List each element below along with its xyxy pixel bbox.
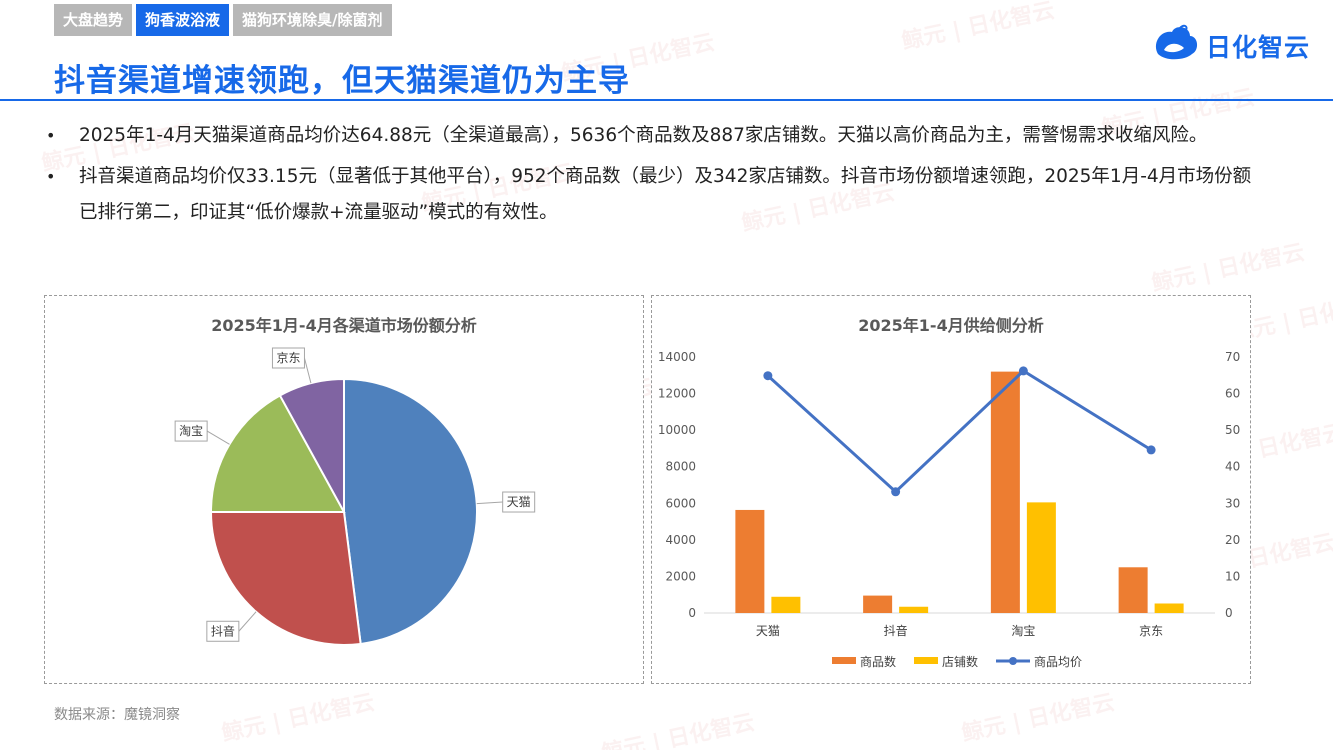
bar [771, 596, 801, 613]
watermark-text: 鲸元 | 日化智云 [899, 0, 1057, 55]
y-left-tick-label: 8000 [665, 460, 696, 474]
insight-text: 2025年1-4月天猫渠道商品均价达64.88元（全渠道最高），5636个商品数… [79, 125, 1208, 146]
insight-list: • 2025年1-4月天猫渠道商品均价达64.88元（全渠道最高），5636个商品… [46, 118, 1266, 236]
y-right-tick-label: 30 [1225, 496, 1240, 510]
y-right-tick-label: 70 [1225, 350, 1240, 364]
cloud-whale-icon [1155, 24, 1198, 60]
supply-chart-panel: 2025年1-4月供给侧分析 0 2000 4000 6000 8000 10000 120… [651, 295, 1251, 684]
x-tick-label: 抖音 [884, 623, 908, 638]
list-item: • 抖音渠道商品均价仅33.15元（显著低于其他平台），952个商品数（最少）及3… [46, 159, 1266, 231]
x-tick-label: 天猫 [756, 624, 780, 638]
watermark-text: 鲸元 | 日化智云 [599, 710, 757, 750]
market-share-chart-panel: 2025年1月-4月各渠道市场份额分析 天猫抖音 淘宝 京东 [44, 295, 644, 684]
brand-logo: 日化智云 [1150, 20, 1310, 72]
pie-slice [209, 511, 362, 646]
bar [899, 606, 929, 613]
logo-text: 日化智云 [1206, 33, 1311, 62]
y-right-tick-label: 60 [1225, 387, 1240, 401]
title-divider [0, 99, 1333, 101]
watermark-text: 鲸元 | 日化智云 [959, 690, 1117, 747]
bar [863, 595, 893, 613]
pie-slice [209, 394, 346, 513]
top-tabs: 大盘趋势 狗香波浴液 猫狗环境除臭/除菌剂 [54, 4, 392, 36]
y-right-tick-label: 20 [1225, 533, 1240, 547]
y-right-tick-label: 50 [1225, 423, 1240, 437]
bar [1154, 603, 1184, 613]
pie-label-box [271, 347, 305, 369]
x-tick-label: 京东 [1139, 624, 1163, 638]
pie-label-box [174, 420, 208, 442]
legend-label: 商品均价 [1034, 654, 1082, 669]
legend-label: 店铺数 [942, 654, 978, 669]
pie-leader-line [303, 357, 312, 384]
bullet-icon: • [46, 126, 56, 145]
page-title: 抖音渠道增速领跑，但天猫渠道仍为主导 [54, 63, 630, 99]
pie-chart-title: 2025年1月-4月各渠道市场份额分析 [211, 316, 476, 335]
watermark-text: 鲸元 | 日化智云 [1149, 240, 1307, 297]
tab-dog-shampoo[interactable]: 狗香波浴液 [136, 4, 230, 36]
pie-label-box [502, 491, 536, 513]
pie-slice-label: 天猫 [507, 495, 531, 509]
price-point [763, 371, 773, 381]
y-right-tick-label: 40 [1225, 460, 1240, 474]
pie-slice-label: 淘宝 [179, 424, 203, 438]
y-left-tick-label: 10000 [658, 423, 696, 437]
legend-marker [1009, 657, 1017, 665]
pie-slice-label: 抖音 [211, 623, 235, 638]
pie-leader-line [206, 430, 230, 445]
insight-text: 抖音渠道商品均价仅33.15元（显著低于其他平台），952个商品数（最少）及34… [79, 166, 1252, 223]
y-left-tick-label: 2000 [665, 569, 696, 583]
legend-swatch [914, 657, 938, 664]
watermark-text: 鲸元 | 日化智云 [219, 690, 377, 747]
bar [990, 371, 1020, 613]
y-left-tick-label: 6000 [665, 496, 696, 510]
x-tick-label: 淘宝 [1011, 624, 1035, 638]
price-point [891, 487, 901, 497]
y-left-tick-label: 12000 [658, 387, 696, 401]
legend-swatch [832, 657, 856, 664]
y-right-tick-label: 0 [1225, 606, 1233, 620]
bar [1118, 567, 1148, 613]
pie-leader-line [476, 501, 503, 505]
price-line [766, 369, 1152, 494]
y-left-tick-label: 4000 [665, 533, 696, 547]
price-point [1146, 445, 1156, 455]
pie-label-box [206, 620, 240, 642]
pie-slice [278, 377, 345, 513]
pie-leader-line [238, 611, 257, 632]
bullet-icon: • [46, 167, 56, 186]
tab-market-trend[interactable]: 大盘趋势 [54, 4, 133, 36]
list-item: • 2025年1-4月天猫渠道商品均价达64.88元（全渠道最高），5636个商品… [46, 118, 1266, 154]
pie-slice-label: 京东 [276, 351, 300, 365]
tab-deodorant[interactable]: 猫狗环境除臭/除菌剂 [233, 4, 392, 36]
combo-chart: 2025年1-4月供给侧分析 0 2000 4000 6000 8000 10000 120… [658, 316, 1240, 669]
y-left-tick-label: 14000 [658, 350, 696, 364]
bar [1026, 502, 1056, 613]
legend-label: 商品数 [860, 654, 896, 669]
data-source: 数据来源：魔镜洞察 [54, 707, 180, 723]
y-right-tick-label: 10 [1225, 569, 1240, 583]
price-point [1018, 366, 1028, 376]
y-left-tick-label: 0 [688, 606, 696, 620]
bar [735, 509, 765, 613]
pie-slice [343, 377, 478, 646]
combo-chart-title: 2025年1-4月供给侧分析 [858, 316, 1043, 335]
